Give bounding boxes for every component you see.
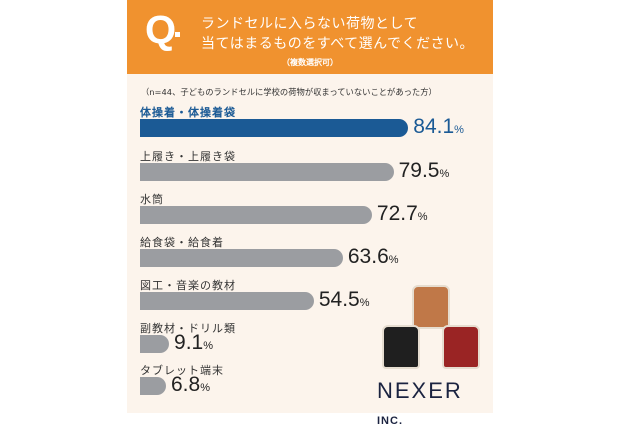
bar — [140, 163, 394, 181]
value-number: 9.1 — [174, 331, 204, 354]
category-label: 副教材・ドリル類 — [140, 322, 236, 335]
randoseru-black-icon — [382, 325, 420, 369]
bar — [140, 335, 170, 353]
bar — [140, 377, 166, 395]
value-label: 79.5% — [399, 159, 450, 183]
category-label: 給食袋・給食着 — [140, 236, 224, 249]
q-dot — [175, 32, 180, 37]
q-mark: Q — [145, 8, 177, 52]
value-label: 6.8% — [171, 373, 210, 397]
value-label: 54.5% — [319, 288, 370, 312]
value-number: 54.5 — [318, 288, 360, 311]
value-label: 63.6% — [348, 245, 399, 269]
infographic: Q ランドセルに入らない荷物として 当てはまるものをすべて選んでください。 （複… — [127, 0, 493, 427]
value-number: 6.8 — [171, 373, 201, 396]
bar — [140, 292, 314, 310]
question-header: Q ランドセルに入らない荷物として 当てはまるものをすべて選んでください。 （複… — [127, 0, 493, 74]
value-label: 84.1% — [413, 115, 464, 139]
sample-note: （n=44、子どものランドセルに学校の荷物が収まっていないことがあった方） — [141, 87, 437, 97]
bar — [140, 119, 409, 137]
value-unit: % — [388, 254, 399, 266]
value-unit: % — [454, 124, 464, 136]
value-unit: % — [203, 340, 213, 352]
category-label: 水筒 — [140, 193, 164, 206]
value-number: 84.1 — [413, 115, 455, 138]
category-label: 体操着・体操着袋 — [140, 106, 236, 119]
randoseru-brown-icon — [412, 285, 450, 329]
value-number: 79.5 — [398, 159, 440, 182]
category-label: 図工・音楽の教材 — [140, 279, 236, 292]
value-label: 72.7% — [377, 202, 428, 226]
value-label: 9.1% — [174, 331, 213, 355]
nexer-logo: NEXER INC. — [377, 378, 463, 427]
value-unit: % — [417, 211, 428, 223]
bar — [140, 206, 372, 224]
question-line-2: 当てはまるものをすべて選んでください。 — [201, 36, 474, 52]
randoseru-red-icon — [442, 325, 480, 369]
category-label: 上履き・上履き袋 — [140, 150, 236, 163]
value-unit: % — [439, 168, 450, 180]
value-unit: % — [359, 297, 370, 309]
question-line-1: ランドセルに入らない荷物として — [201, 16, 419, 32]
category-label: タブレット端末 — [140, 364, 224, 377]
value-number: 63.6 — [347, 245, 389, 268]
value-number: 72.7 — [376, 202, 418, 225]
bar — [140, 249, 343, 267]
value-unit: % — [200, 382, 210, 394]
question-subtitle: （複数選択可） — [282, 58, 338, 67]
